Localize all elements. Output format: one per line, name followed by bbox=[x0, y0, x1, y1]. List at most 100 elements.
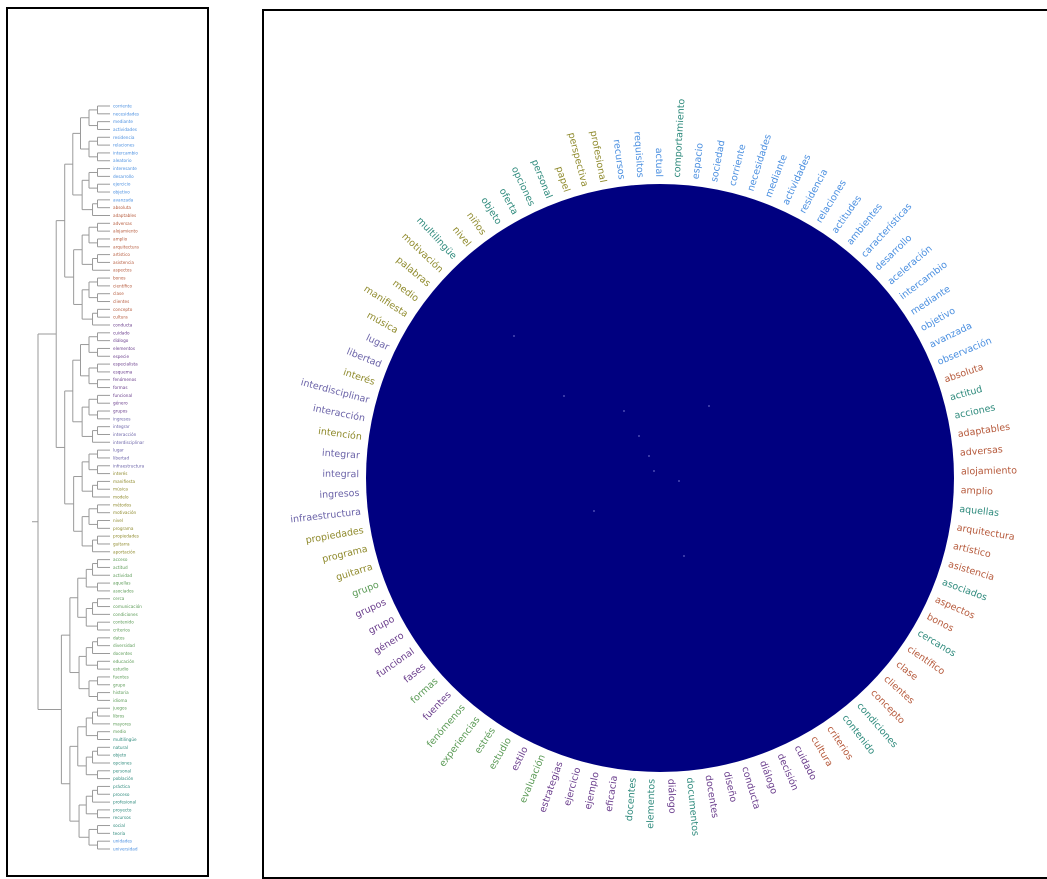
circular-leaf-label: actitud bbox=[949, 384, 984, 403]
dendrogram-leaf-label: libros bbox=[113, 714, 124, 719]
dendrogram-leaf-label: interdisciplinar bbox=[113, 440, 144, 445]
circular-leaf-label: interés bbox=[342, 367, 377, 388]
dendrogram-leaf-label: mediante bbox=[113, 119, 133, 124]
dendrogram-leaf-label: arquitectura bbox=[113, 244, 139, 249]
circular-leaf-label: diálogo bbox=[757, 759, 779, 796]
dendrogram-leaf-label: teoría bbox=[113, 831, 126, 836]
dendrogram-leaf-label: residencia bbox=[113, 135, 135, 140]
dendrogram-leaf-label: clase bbox=[113, 291, 124, 296]
dendrogram-leaf-label: criterios bbox=[113, 628, 130, 633]
circular-leaf-label: guitarra bbox=[335, 562, 374, 584]
dendrogram-leaf-label: actividad bbox=[113, 573, 133, 578]
dendrogram-leaf-label: proceso bbox=[113, 792, 130, 797]
dendrogram-node bbox=[563, 395, 565, 397]
circular-leaf-label: docentes bbox=[624, 777, 639, 821]
dendrogram-leaf-label: unidades bbox=[113, 839, 132, 844]
dendrogram-leaf-labels: corriente necesidades mediante actividades r… bbox=[112, 104, 145, 852]
circular-leaf-label: intención bbox=[317, 426, 362, 443]
dendrogram-leaf-label: motivación bbox=[113, 510, 137, 515]
circular-dendrogram: corrientenecesidadesmedianteactividadesr… bbox=[290, 98, 1017, 837]
dendrogram-node bbox=[648, 455, 650, 457]
dendrogram-leaf-label: natural bbox=[113, 745, 128, 750]
dendrogram-leaf-label: clientes bbox=[113, 299, 129, 304]
dendrogram-leaf-label: nivel bbox=[113, 518, 123, 523]
dendrogram-leaf-label: proyecto bbox=[113, 807, 132, 812]
dendrogram-leaf-label: libertad bbox=[113, 455, 129, 460]
dendrogram-leaf-label: especie bbox=[113, 354, 129, 359]
dendrogram-leaf-label: cuidado bbox=[113, 330, 130, 335]
dendrogram-leaf-label: objeto bbox=[113, 753, 127, 758]
circular-leaf-label: diálogo bbox=[665, 779, 677, 814]
circular-leaf-label: propiedades bbox=[305, 525, 365, 546]
dendrogram-leaf-label: diversidad bbox=[113, 643, 135, 648]
circular-leaf-label: libertad bbox=[345, 346, 383, 370]
circular-leaf-label: estrés bbox=[473, 726, 498, 756]
circular-leaf-label: diseño bbox=[721, 770, 739, 803]
dendrogram-leaf-label: población bbox=[113, 776, 134, 781]
dendrogram-leaf-label: aportación bbox=[113, 549, 136, 554]
dendrogram-leaf-label: comunicación bbox=[113, 604, 142, 609]
dendrogram-leaf-label: integrar bbox=[113, 424, 130, 429]
dendrogram-leaf-label: asistencia bbox=[113, 260, 134, 265]
dendrogram-leaf-label: universidad bbox=[113, 847, 138, 852]
circular-leaf-label: amplio bbox=[961, 485, 994, 497]
circular-leaf-label: niños bbox=[464, 210, 488, 237]
circular-leaf-label: eficacia bbox=[604, 775, 620, 813]
dendrogram-leaf-label: docentes bbox=[113, 651, 132, 656]
dendrogram-leaf-label: actividades bbox=[113, 127, 137, 132]
dendrogram-leaf-label: adaptables bbox=[113, 213, 136, 218]
dendrogram-leaf-label: medio bbox=[113, 729, 126, 734]
dendrogram-leaf-label: científico bbox=[113, 283, 132, 288]
dendrogram-leaf-label: social bbox=[113, 823, 125, 828]
circular-leaf-label: grupo bbox=[351, 579, 381, 599]
circular-leaf-label: decisión bbox=[775, 752, 801, 792]
circular-leaf-label: integral bbox=[322, 469, 359, 480]
circular-leaf-label: documentos bbox=[684, 777, 701, 837]
dendrogram-branches bbox=[32, 105, 110, 850]
dendrogram-leaf-label: esquema bbox=[113, 369, 133, 374]
circular-leaf-label: nivel bbox=[450, 225, 473, 250]
circular-leaf-label: clase bbox=[894, 659, 920, 683]
circular-leaf-label: papel bbox=[553, 165, 572, 193]
dendrogram-leaf-label: manifiesta bbox=[113, 479, 136, 484]
circular-leaf-label: comportamiento bbox=[672, 98, 688, 178]
dendrogram-node bbox=[593, 510, 595, 512]
circular-leaf-label: aquellas bbox=[959, 504, 1000, 519]
dendrogram-leaf-label: opciones bbox=[113, 760, 132, 765]
dendrogram-leaf-label: corriente bbox=[113, 104, 132, 109]
dendrogram-leaf-label: métodos bbox=[113, 502, 131, 507]
dendrogram-leaf-label: asociados bbox=[113, 588, 134, 593]
circular-leaf-label: ingresos bbox=[319, 488, 360, 501]
dendrogram-leaf-label: cerca bbox=[113, 596, 125, 601]
dendrogram-leaf-label: ejercicio bbox=[113, 182, 131, 187]
circular-leaf-label: fases bbox=[402, 661, 428, 685]
dendrogram-leaf-label: género bbox=[113, 401, 128, 406]
dendrogram-node bbox=[653, 470, 655, 472]
circular-leaf-label: sociedad bbox=[709, 139, 727, 183]
dendrogram-leaf-label: multilingüe bbox=[113, 737, 137, 742]
dendrogram-leaf-label: lugar bbox=[113, 448, 124, 453]
dendrogram-leaf-label: ingresos bbox=[113, 416, 131, 421]
dendrogram-leaf-label: práctica bbox=[113, 784, 130, 789]
dendrogram-leaf-label: especialista bbox=[113, 362, 138, 367]
dendrogram-leaf-label: artístico bbox=[113, 252, 130, 257]
dendrogram-leaf-label: interés bbox=[113, 471, 127, 476]
circular-leaf-label: interacción bbox=[312, 403, 366, 424]
circular-leaf-label: adversas bbox=[960, 444, 1004, 458]
circular-leaf-label: bonos bbox=[925, 611, 956, 634]
dendrogram-leaf-label: adversas bbox=[113, 221, 132, 226]
circular-leaf-label: conducta bbox=[739, 765, 762, 810]
circular-leaf-label: alojamiento bbox=[961, 465, 1017, 477]
dendrogram-leaf-label: grupo bbox=[113, 682, 126, 687]
dendrogram-panel: corriente necesidades mediante actividades r… bbox=[6, 7, 209, 877]
dendrogram-leaf-label: objetivo bbox=[113, 190, 130, 195]
dendrogram-leaf-label: personal bbox=[113, 768, 131, 773]
dendrogram-leaf-label: infraestructura bbox=[113, 463, 145, 468]
circular-leaf-label: ejercicio bbox=[562, 766, 583, 807]
dendrogram-leaf-label: conducta bbox=[113, 322, 133, 327]
circular-leaf-label: absoluta bbox=[943, 362, 985, 386]
dendrogram-leaf-label: guitarra bbox=[113, 541, 130, 546]
circular-leaf-label: elementos bbox=[645, 779, 657, 829]
dendrogram-leaf-label: modelo bbox=[113, 495, 129, 500]
dendrogram-node bbox=[638, 435, 640, 437]
